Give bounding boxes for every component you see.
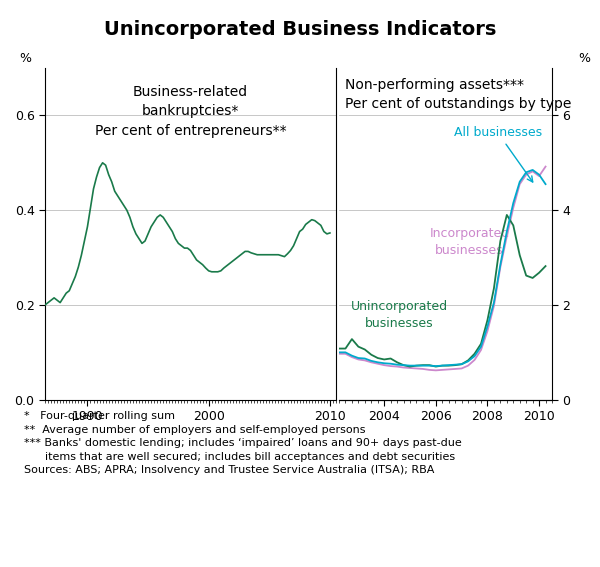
Text: All businesses: All businesses — [454, 126, 542, 182]
Text: %: % — [19, 52, 31, 65]
Text: Unincorporated
businesses: Unincorporated businesses — [351, 301, 448, 330]
Text: Non-performing assets***
Per cent of outstandings by type: Non-performing assets*** Per cent of out… — [346, 78, 572, 112]
Text: *   Four-quarter rolling sum
**  Average number of employers and self-employed p: * Four-quarter rolling sum ** Average nu… — [24, 411, 462, 476]
Text: Unincorporated Business Indicators: Unincorporated Business Indicators — [104, 20, 496, 39]
Text: Business-related
bankruptcies*
Per cent of entrepreneurs**: Business-related bankruptcies* Per cent … — [95, 84, 286, 138]
Text: %: % — [578, 52, 590, 65]
Text: Incorporated
businesses: Incorporated businesses — [429, 227, 509, 257]
